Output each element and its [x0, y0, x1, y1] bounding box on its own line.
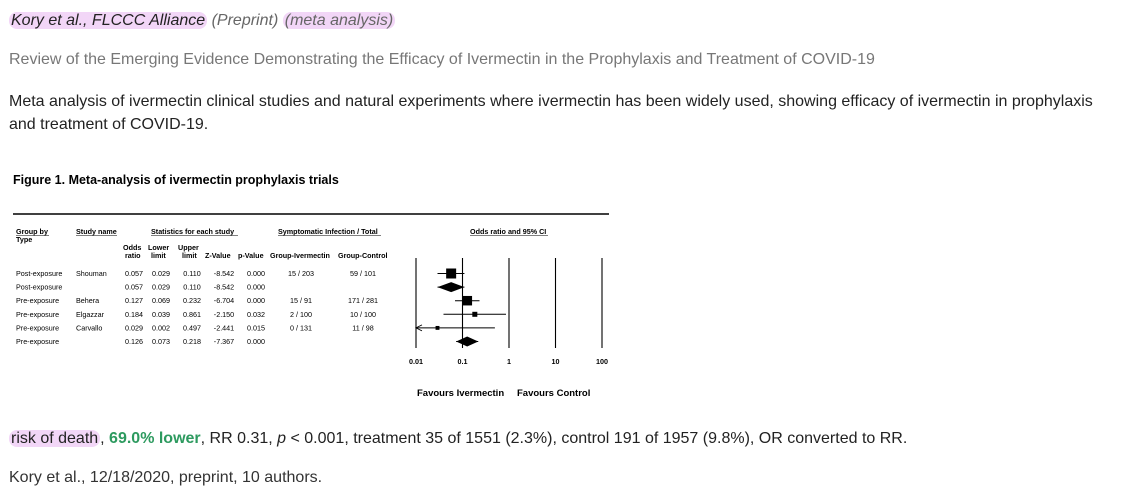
summary-diamond	[437, 282, 465, 293]
table-cell-type: Pre-exposure	[16, 323, 59, 332]
header-odds: Odds	[123, 243, 141, 252]
table-cell-type: Pre-exposure	[16, 310, 59, 319]
table-cell-study: Carvallo	[76, 323, 102, 332]
table-cell-ctrl: 171 / 281	[348, 296, 378, 305]
preprint-tag: (Preprint)	[211, 12, 279, 29]
table-cell-z: -2.150	[214, 310, 234, 319]
table-cell-type: Post-exposure	[16, 269, 62, 278]
axis-tick-label: 0.1	[458, 357, 468, 366]
table-cell-p: 0.000	[247, 337, 265, 346]
favours-ivermectin-label: Favours Ivermectin	[417, 388, 504, 399]
result-rest: < 0.001, treatment 35 of 1551 (2.3%), co…	[286, 430, 908, 447]
point-estimate	[462, 295, 473, 306]
axis-tick-label: 10	[552, 357, 560, 366]
figure-title: Figure 1. Meta-analysis of ivermectin pr…	[13, 173, 339, 187]
table-cell-or: 0.127	[125, 296, 143, 305]
table-cell-lower: 0.029	[152, 269, 170, 278]
table-cell-upper: 0.497	[183, 323, 201, 332]
axis-tick-label: 1	[507, 357, 511, 366]
header-group-ctrl: Group-Control	[338, 251, 388, 260]
table-cell-upper: 0.861	[183, 310, 201, 319]
table-cell-or: 0.126	[125, 337, 143, 346]
table-cell-type: Pre-exposure	[16, 296, 59, 305]
table-cell-or: 0.029	[125, 323, 143, 332]
header-upper-limit: limit	[182, 251, 197, 260]
table-cell-iv: 2 / 100	[290, 310, 312, 319]
table-cell-upper: 0.232	[183, 296, 201, 305]
table-cell-p: 0.000	[247, 296, 265, 305]
table-cell-lower: 0.002	[152, 323, 170, 332]
table-cell-type: Post-exposure	[16, 283, 62, 292]
authors-text: Kory et al., FLCCC Alliance	[11, 12, 206, 29]
table-cell-p: 0.000	[247, 283, 265, 292]
table-cell-or: 0.057	[125, 283, 143, 292]
table-cell-lower: 0.029	[152, 283, 170, 292]
header-stats: Statistics for each study	[151, 227, 234, 236]
table-cell-upper: 0.110	[183, 283, 200, 292]
header-ratio: ratio	[125, 251, 141, 260]
header-lower: Lower	[148, 243, 169, 252]
citation: Kory et al., 12/18/2020, preprint, 10 au…	[9, 469, 323, 486]
header-group-by: Group by	[16, 227, 48, 236]
table-cell-ctrl: 59 / 101	[350, 269, 376, 278]
header-group-iv: Group-Ivermectin	[270, 251, 330, 260]
table-cell-or: 0.184	[125, 310, 143, 319]
table-cell-z: -8.542	[214, 283, 234, 292]
table-cell-p: 0.032	[247, 310, 265, 319]
table-rows: Post-exposure Shouman 0.057 0.029 0.110 -8.54…	[16, 269, 378, 346]
table-cell-lower: 0.073	[152, 337, 170, 346]
header-symptomatic: Symptomatic Infection / Total	[278, 227, 378, 236]
table-cell-iv: 15 / 91	[290, 296, 312, 305]
favours-control-label: Favours Control	[517, 388, 590, 399]
table-cell-ctrl: 10 / 100	[350, 310, 376, 319]
study-header: Kory et al., FLCCC Alliance (Preprint) (…	[9, 12, 396, 30]
table-cell-lower: 0.069	[152, 296, 170, 305]
point-estimate	[446, 268, 457, 279]
authors-link[interactable]: Kory et al., FLCCC Alliance	[9, 12, 208, 29]
header-upper: Upper	[178, 243, 199, 252]
table-cell-z: -2.441	[214, 323, 234, 332]
header-p: p-Value	[238, 251, 264, 260]
table-cell-iv: 15 / 203	[288, 269, 314, 278]
table-cell-type: Pre-exposure	[16, 337, 59, 346]
table-cell-study: Shouman	[76, 269, 107, 278]
effect-size: 69.0% lower	[109, 430, 201, 447]
table-cell-upper: 0.110	[183, 269, 200, 278]
header-type: Type	[16, 235, 32, 244]
point-estimate	[435, 325, 440, 330]
result-line: risk of death, 69.0% lower, RR 0.31, p <…	[9, 430, 907, 448]
table-cell-study: Behera	[76, 296, 99, 305]
table-cell-z: -6.704	[214, 296, 234, 305]
outcome-label[interactable]: risk of death	[9, 430, 101, 447]
study-title: Review of the Emerging Evidence Demonstr…	[9, 51, 875, 68]
axis-tick-label: 100	[596, 357, 608, 366]
table-cell-p: 0.015	[247, 323, 265, 332]
point-estimate	[472, 311, 478, 317]
table-cell-z: -8.542	[214, 269, 234, 278]
table-cell-p: 0.000	[247, 269, 265, 278]
table-cell-iv: 0 / 131	[290, 323, 312, 332]
forest-plot-area: 0.01 0.1 1 10 100	[409, 258, 608, 366]
header-z: Z-Value	[205, 251, 231, 260]
study-summary: Meta analysis of ivermectin clinical stu…	[9, 93, 1093, 133]
table-cell-ctrl: 11 / 98	[352, 323, 373, 332]
ci-arrow	[414, 324, 423, 332]
header-study-name: Study name	[76, 227, 117, 236]
header-lower-limit: limit	[151, 251, 166, 260]
p-symbol: p	[277, 430, 287, 447]
table-cell-z: -7.367	[214, 337, 234, 346]
result-sep: ,	[100, 430, 110, 447]
summary-diamond	[456, 336, 479, 347]
meta-analysis-tag[interactable]: (meta analysis)	[282, 12, 396, 29]
axis-tick-label: 0.01	[409, 357, 423, 366]
table-cell-lower: 0.039	[152, 310, 170, 319]
result-stats: , RR 0.31,	[200, 430, 278, 447]
header-or-ci: Odds ratio and 95% CI	[470, 227, 546, 236]
table-cell-or: 0.057	[125, 269, 143, 278]
table-cell-upper: 0.218	[183, 337, 201, 346]
table-cell-study: Elgazzar	[76, 310, 105, 319]
forest-plot-figure: Figure 1. Meta-analysis of ivermectin pr…	[13, 173, 609, 399]
